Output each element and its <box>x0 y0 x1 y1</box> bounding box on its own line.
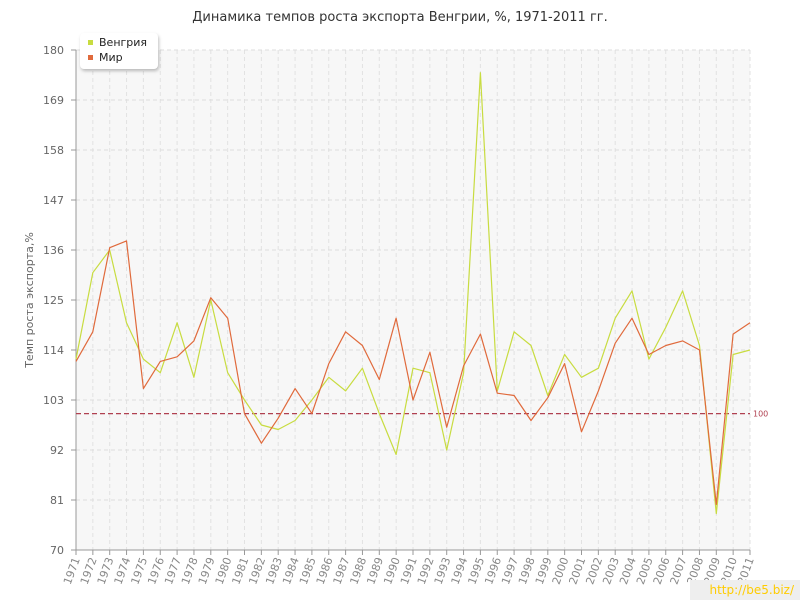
legend: Венгрия Мир <box>80 33 158 69</box>
chart-title: Динамика темпов роста экспорта Венгрии, … <box>192 10 608 25</box>
legend-label: Венгрия <box>99 36 148 49</box>
watermark[interactable]: http://be5.biz/ <box>690 580 800 600</box>
reference-line-label: 100 <box>753 410 768 419</box>
y-tick-label: 147 <box>43 194 64 207</box>
legend-item-hungary[interactable]: Венгрия <box>88 36 147 50</box>
y-tick-label: 92 <box>50 444 64 457</box>
y-axis-title: Темп роста экспорта,% <box>23 232 36 369</box>
legend-swatch-icon <box>88 39 93 45</box>
legend-item-world[interactable]: Мир <box>88 51 123 65</box>
y-tick-label: 114 <box>43 344 64 357</box>
y-tick-label: 158 <box>43 144 64 157</box>
y-tick-label: 103 <box>43 394 64 407</box>
y-tick-label: 180 <box>43 44 64 57</box>
watermark-link[interactable]: http://be5.biz/ <box>709 583 794 597</box>
series-line-0 <box>75 72 751 515</box>
y-tick-label: 136 <box>43 244 64 257</box>
y-tick-label: 125 <box>43 294 64 307</box>
y-tick-label: 81 <box>50 494 64 507</box>
y-tick-label: 70 <box>50 544 64 557</box>
legend-swatch-icon <box>88 54 93 60</box>
y-tick-label: 169 <box>43 94 64 107</box>
series-line-1 <box>75 240 751 506</box>
legend-label: Мир <box>99 51 123 64</box>
